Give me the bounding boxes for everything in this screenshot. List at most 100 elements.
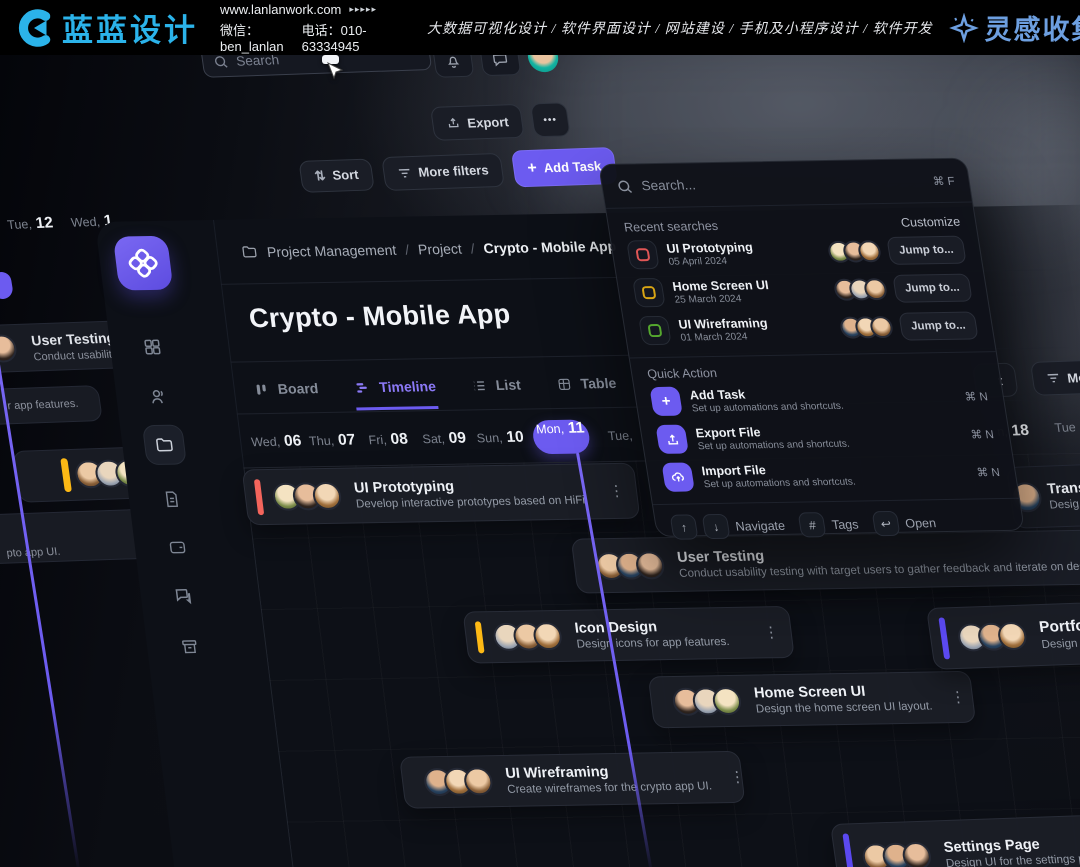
- phone-label: 电话：010-63334945: [301, 22, 367, 54]
- cloud-upload-icon: [661, 462, 695, 492]
- sort-button[interactable]: ⇅ Sort: [298, 157, 375, 193]
- modal-footer: ↑ ↓ Navigate # Tags ↩ Open: [653, 499, 1026, 550]
- priority-bar: [60, 458, 72, 493]
- bg-search-bar[interactable]: Search: [200, 55, 433, 78]
- notifications-button[interactable]: [432, 55, 475, 78]
- kebab-icon[interactable]: ⋮: [728, 768, 746, 786]
- more-filters-button[interactable]: More filters: [381, 152, 505, 191]
- task-color-icon: [626, 240, 660, 270]
- breadcrumb-root[interactable]: Project Management: [265, 241, 398, 260]
- action-desc: Set up automations and shortcuts.: [690, 400, 845, 414]
- date-mon-11-selected[interactable]: Mon, 11: [531, 419, 592, 455]
- recent-title: UI Prototyping: [665, 239, 754, 256]
- filter-icon: [1047, 373, 1059, 383]
- sidebar-item-documents[interactable]: [149, 478, 194, 519]
- tab-label: Board: [276, 380, 320, 397]
- sidebar-item-projects[interactable]: [141, 424, 187, 466]
- priority-bar: [253, 479, 265, 516]
- priority-bar: [842, 833, 856, 867]
- add-task-label: Add Task: [542, 158, 603, 176]
- recent-title: Home Screen UI: [671, 277, 770, 294]
- recent-item-home-screen-ui[interactable]: Home Screen UI 25 March 2024 Jump to...: [632, 270, 973, 311]
- date-sun-10[interactable]: Sun, 10: [475, 428, 525, 446]
- quick-action-export-file[interactable]: Export File Set up automations and shortc…: [655, 416, 996, 457]
- user-avatar[interactable]: [525, 55, 561, 73]
- enter-key[interactable]: ↩: [871, 510, 901, 537]
- kebab-icon[interactable]: ⋮: [949, 688, 967, 707]
- filter-icon: [398, 168, 410, 178]
- app-logo[interactable]: [112, 235, 174, 291]
- divider: [629, 351, 996, 359]
- arrow-up-key[interactable]: ↑: [669, 514, 699, 540]
- priority-bar: [474, 621, 485, 654]
- date-sat-09[interactable]: Sat, 09: [421, 429, 468, 447]
- bg-search-placeholder: Search: [235, 55, 281, 69]
- navigate-label: Navigate: [734, 518, 787, 534]
- website-link[interactable]: www.lanlanwork.com: [220, 1, 342, 17]
- tags-label: Tags: [830, 517, 860, 532]
- hash-key[interactable]: #: [797, 512, 827, 538]
- action-title: Add Task: [688, 386, 747, 402]
- sidebar-item-messages[interactable]: [161, 576, 206, 617]
- board-icon: [256, 384, 266, 395]
- export-label: Export: [466, 113, 510, 131]
- sort-icon: ⇅: [313, 167, 327, 183]
- open-label: Open: [904, 515, 937, 531]
- more-options-button[interactable]: •••: [530, 102, 571, 138]
- messages-button[interactable]: [478, 55, 522, 77]
- task-card-icon-design[interactable]: Icon Design Design icons for app features…: [462, 605, 795, 664]
- date-wed-06[interactable]: Wed, 06: [250, 432, 303, 450]
- bg-date: Tue, 12: [6, 214, 55, 232]
- task-desc: Design the home screen UI layout.: [755, 700, 934, 716]
- archive-icon: [181, 639, 196, 653]
- tab-list[interactable]: List: [470, 367, 524, 409]
- task-card-home-screen-ui[interactable]: Home Screen UI Design the home screen UI …: [647, 670, 977, 729]
- breadcrumb-section[interactable]: Project: [417, 240, 463, 257]
- app-window: Project Management / Project / Crypto - …: [95, 204, 1080, 867]
- date-thu-07[interactable]: Thu, 07: [308, 431, 357, 449]
- export-button[interactable]: Export: [430, 103, 525, 141]
- sidebar-item-team[interactable]: [136, 377, 181, 418]
- tab-timeline[interactable]: Timeline: [352, 368, 439, 411]
- export-icon: [655, 424, 689, 454]
- timeline-icon: [356, 382, 368, 393]
- action-title: Import File: [700, 462, 767, 478]
- bg-date-pill-fragment: [0, 270, 14, 301]
- avatar: [0, 334, 19, 363]
- sparkle-star-icon: [948, 12, 979, 43]
- sidebar-item-archive[interactable]: [167, 626, 212, 667]
- customize-link[interactable]: Customize: [899, 214, 962, 230]
- search-modal: ⌘ F Recent searches Customize UI Prototy…: [598, 157, 1026, 540]
- export-icon: [448, 117, 459, 128]
- sidebar-item-dashboard[interactable]: [130, 327, 175, 368]
- tab-board[interactable]: Board: [252, 370, 321, 412]
- modal-search-input[interactable]: [640, 173, 925, 194]
- bg-right-more-filters-fragment[interactable]: Mor: [1029, 359, 1080, 396]
- more-filters-label: More filters: [417, 162, 490, 180]
- services-list: 大数据可视化设计 / 软件界面设计 / 网站建设 / 手机及小程序设计 / 软件…: [426, 21, 933, 37]
- recent-searches-label: Recent searches: [623, 218, 720, 235]
- sidebar-item-wallet[interactable]: [154, 526, 199, 567]
- task-desc: Create wireframes for the crypto app UI.: [506, 780, 713, 796]
- quick-action-import-file[interactable]: Import File Set up automations and shortc…: [661, 454, 1002, 495]
- recent-item-ui-wireframing[interactable]: UI Wireframing 01 March 2024 Jump to...: [638, 307, 979, 348]
- date-fri-08[interactable]: Fri, 08: [367, 430, 409, 448]
- kebab-icon[interactable]: ⋮: [762, 624, 780, 642]
- kebab-icon[interactable]: ⋮: [608, 482, 626, 501]
- task-card-ui-wireframing[interactable]: UI Wireframing Create wireframes for the …: [399, 750, 746, 809]
- folder-icon: [242, 246, 257, 258]
- ellipsis-icon: •••: [542, 114, 558, 126]
- tab-table[interactable]: Table: [554, 365, 619, 407]
- quick-action-add-task[interactable]: + Add Task Set up automations and shortcu…: [649, 378, 990, 419]
- jump-to-button[interactable]: Jump to...: [891, 273, 973, 303]
- breadcrumb-separator: /: [404, 241, 410, 258]
- recent-item-ui-prototyping[interactable]: UI Prototyping 05 April 2024 Jump to...: [626, 232, 967, 273]
- task-card-portfolio[interactable]: Portfolio PDesign UI for t: [926, 600, 1080, 670]
- shortcut-label: ⌘ N: [963, 390, 989, 404]
- jump-to-button[interactable]: Jump to...: [897, 310, 979, 341]
- lanlan-logo-icon: [18, 8, 51, 47]
- recent-title: UI Wireframing: [677, 315, 769, 332]
- jump-to-button[interactable]: Jump to...: [885, 235, 967, 265]
- shortcut-label: ⌘ N: [975, 466, 1001, 479]
- arrow-down-key[interactable]: ↓: [701, 513, 731, 540]
